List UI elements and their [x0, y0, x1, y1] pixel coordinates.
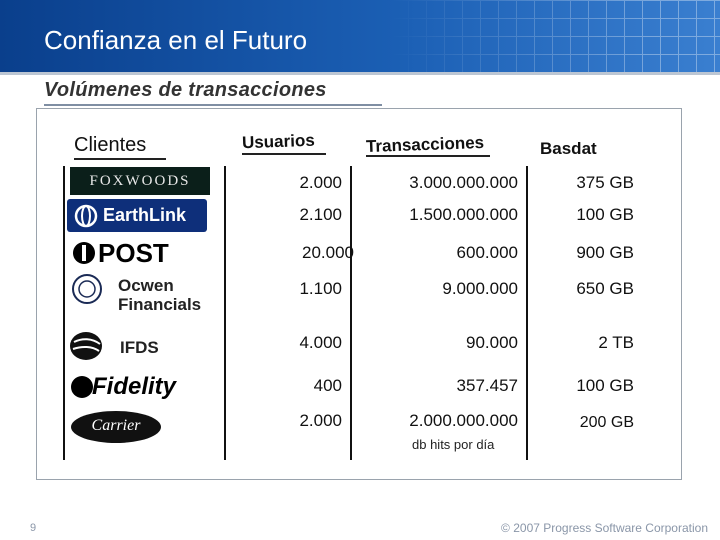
ocwen-circle-icon	[72, 274, 102, 304]
row-foxwoods-transacciones: 3.000.000.000	[409, 173, 518, 192]
table-column-rule-2	[350, 166, 352, 460]
row-earthlink-transacciones: 1.500.000.000	[409, 205, 518, 224]
slide-header: Confianza en el Futuro	[0, 0, 720, 72]
carrier-oval-icon	[71, 411, 161, 443]
row-carrier-basdat: 200 GB	[579, 414, 634, 431]
foxwoods-logo-text: FOXWOODS	[89, 172, 191, 189]
carrier-logo: Carrier	[70, 410, 162, 444]
ifds-globe-icon	[70, 332, 102, 360]
fidelity-logo-text: Fidelity	[92, 373, 177, 400]
copyright-text: © 2007 Progress Software Corporation	[501, 521, 708, 535]
header-basdat: Basdat	[540, 139, 597, 158]
row-post-basdat: 900 GB	[576, 243, 634, 262]
row-post-usuarios: 20.000	[302, 243, 354, 262]
ocwen-logo-text: Ocwen Financials	[118, 276, 202, 314]
row-ocwen-basdat: 650 GB	[576, 279, 634, 298]
table-column-rule-3	[526, 166, 528, 460]
foxwoods-logo: FOXWOODS	[70, 167, 210, 195]
earthlink-logo: EarthLink	[67, 199, 207, 232]
ifds-logo-text: IFDS	[120, 338, 159, 357]
table-left-rule	[63, 166, 65, 460]
fidelity-logo: Fidelity	[70, 372, 212, 402]
carrier-logo-text: Carrier	[91, 417, 141, 434]
row-ifds-basdat: 2 TB	[598, 333, 634, 352]
subtitle-underline	[44, 104, 382, 106]
db-hits-note: db hits por día	[412, 437, 495, 452]
row-fidelity-usuarios: 400	[313, 376, 342, 395]
row-post-transacciones: 600.000	[456, 243, 518, 262]
post-logo-text: POST	[98, 237, 169, 268]
row-ifds-transacciones: 90.000	[466, 333, 518, 352]
fidelity-mark-icon	[71, 376, 93, 398]
header-transacciones: Transacciones	[365, 132, 485, 157]
slide-title: Confianza en el Futuro	[44, 25, 308, 55]
row-ocwen-usuarios: 1.100	[299, 279, 342, 298]
earthlink-globe-icon	[74, 204, 98, 228]
row-carrier-usuarios: 2.000	[299, 411, 342, 430]
header-grid-pattern	[390, 0, 720, 72]
australia-post-logo: POST	[72, 238, 176, 268]
earthlink-logo-text: EarthLink	[103, 205, 187, 225]
header-divider	[0, 72, 720, 75]
row-ocwen-transacciones: 9.000.000	[442, 279, 518, 298]
row-fidelity-transacciones: 357.457	[456, 376, 518, 395]
table-column-rule-1	[224, 166, 226, 460]
row-fidelity-basdat: 100 GB	[576, 376, 634, 395]
row-ifds-usuarios: 4.000	[299, 333, 342, 352]
header-clientes: Clientes	[74, 134, 147, 156]
post-mark-icon	[73, 242, 95, 264]
slide-subtitle: Volúmenes de transacciones	[44, 79, 327, 101]
page-number: 9	[30, 522, 37, 534]
row-earthlink-basdat: 100 GB	[576, 205, 634, 224]
row-foxwoods-basdat: 375 GB	[576, 173, 634, 192]
header-usuarios: Usuarios	[241, 130, 316, 153]
row-carrier-transacciones: 2.000.000.000	[409, 411, 518, 430]
transacciones-underline	[366, 155, 490, 157]
row-earthlink-usuarios: 2.100	[299, 205, 342, 224]
row-foxwoods-usuarios: 2.000	[299, 173, 342, 192]
clientes-underline	[74, 158, 166, 160]
usuarios-underline	[242, 153, 326, 155]
